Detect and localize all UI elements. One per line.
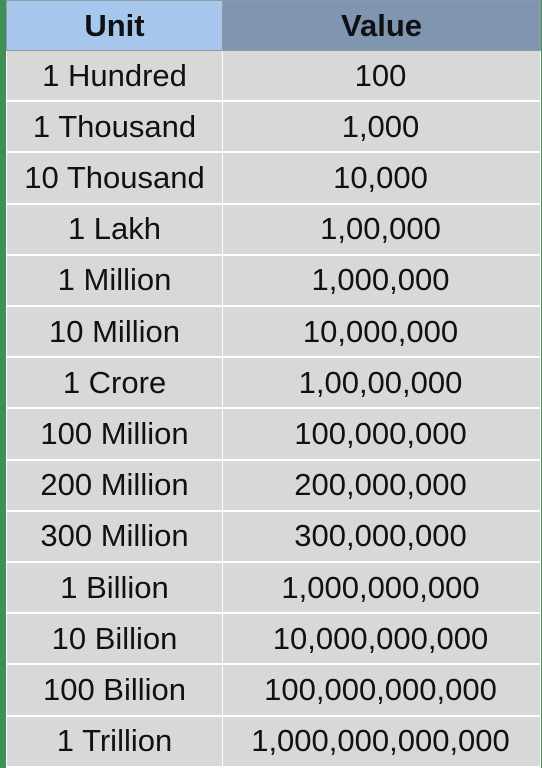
- value-cell[interactable]: 1,000,000,000,000: [222, 715, 541, 768]
- table-row: 1 Million 1,000,000: [6, 254, 541, 308]
- table-row: 1 Billion 1,000,000,000: [6, 562, 541, 615]
- unit-cell[interactable]: 200 Million: [6, 459, 223, 512]
- table-body: 1 Hundred 100 1 Thousand 1,000 10 Thousand 10…: [6, 50, 541, 768]
- value-cell[interactable]: 1,000: [222, 101, 541, 154]
- unit-cell[interactable]: 100 Million: [6, 408, 223, 461]
- unit-cell[interactable]: 10 Million: [6, 306, 223, 359]
- value-cell[interactable]: 1,00,000: [222, 203, 541, 256]
- value-cell[interactable]: 300,000,000: [222, 510, 541, 564]
- table-header-row: Unit Value: [6, 0, 541, 51]
- unit-cell[interactable]: 1 Trillion: [6, 715, 223, 768]
- unit-cell[interactable]: 1 Hundred: [6, 50, 223, 103]
- unit-value-table: Unit Value 1 Hundred 100 1 Thousand 1,000 10…: [6, 0, 541, 768]
- unit-cell[interactable]: 300 Million: [6, 510, 223, 564]
- unit-cell[interactable]: 10 Billion: [6, 613, 223, 666]
- table-row: 1 Lakh 1,00,000: [6, 203, 541, 256]
- column-header-value[interactable]: Value: [222, 0, 541, 51]
- table-row: 100 Million 100,000,000: [6, 408, 541, 461]
- value-cell[interactable]: 10,000: [222, 152, 541, 205]
- unit-cell[interactable]: 1 Lakh: [6, 203, 223, 256]
- table-row: 1 Thousand 1,000: [6, 101, 541, 154]
- table-row: 100 Billion 100,000,000,000: [6, 664, 541, 717]
- unit-cell[interactable]: 1 Thousand: [6, 101, 223, 154]
- table-row: 10 Billion 10,000,000,000: [6, 613, 541, 666]
- value-cell[interactable]: 200,000,000: [222, 459, 541, 512]
- value-cell[interactable]: 1,000,000: [222, 254, 541, 308]
- unit-cell[interactable]: 1 Million: [6, 254, 223, 308]
- value-cell[interactable]: 100,000,000,000: [222, 664, 541, 717]
- value-cell[interactable]: 10,000,000,000: [222, 613, 541, 666]
- column-header-unit[interactable]: Unit: [6, 0, 223, 51]
- table-row: 300 Million 300,000,000: [6, 510, 541, 564]
- table-row: 10 Thousand 10,000: [6, 152, 541, 205]
- unit-cell[interactable]: 100 Billion: [6, 664, 223, 717]
- value-cell[interactable]: 100,000,000: [222, 408, 541, 461]
- table-row: 1 Trillion 1,000,000,000,000: [6, 715, 541, 768]
- table-row: 1 Crore 1,00,00,000: [6, 357, 541, 410]
- value-cell[interactable]: 1,00,00,000: [222, 357, 541, 410]
- value-cell[interactable]: 1,000,000,000: [222, 562, 541, 615]
- table-row: 1 Hundred 100: [6, 50, 541, 103]
- table-row: 200 Million 200,000,000: [6, 459, 541, 512]
- value-cell[interactable]: 100: [222, 50, 541, 103]
- table-row: 10 Million 10,000,000: [6, 306, 541, 359]
- unit-cell[interactable]: 1 Crore: [6, 357, 223, 410]
- unit-cell[interactable]: 1 Billion: [6, 562, 223, 615]
- unit-cell[interactable]: 10 Thousand: [6, 152, 223, 205]
- value-cell[interactable]: 10,000,000: [222, 306, 541, 359]
